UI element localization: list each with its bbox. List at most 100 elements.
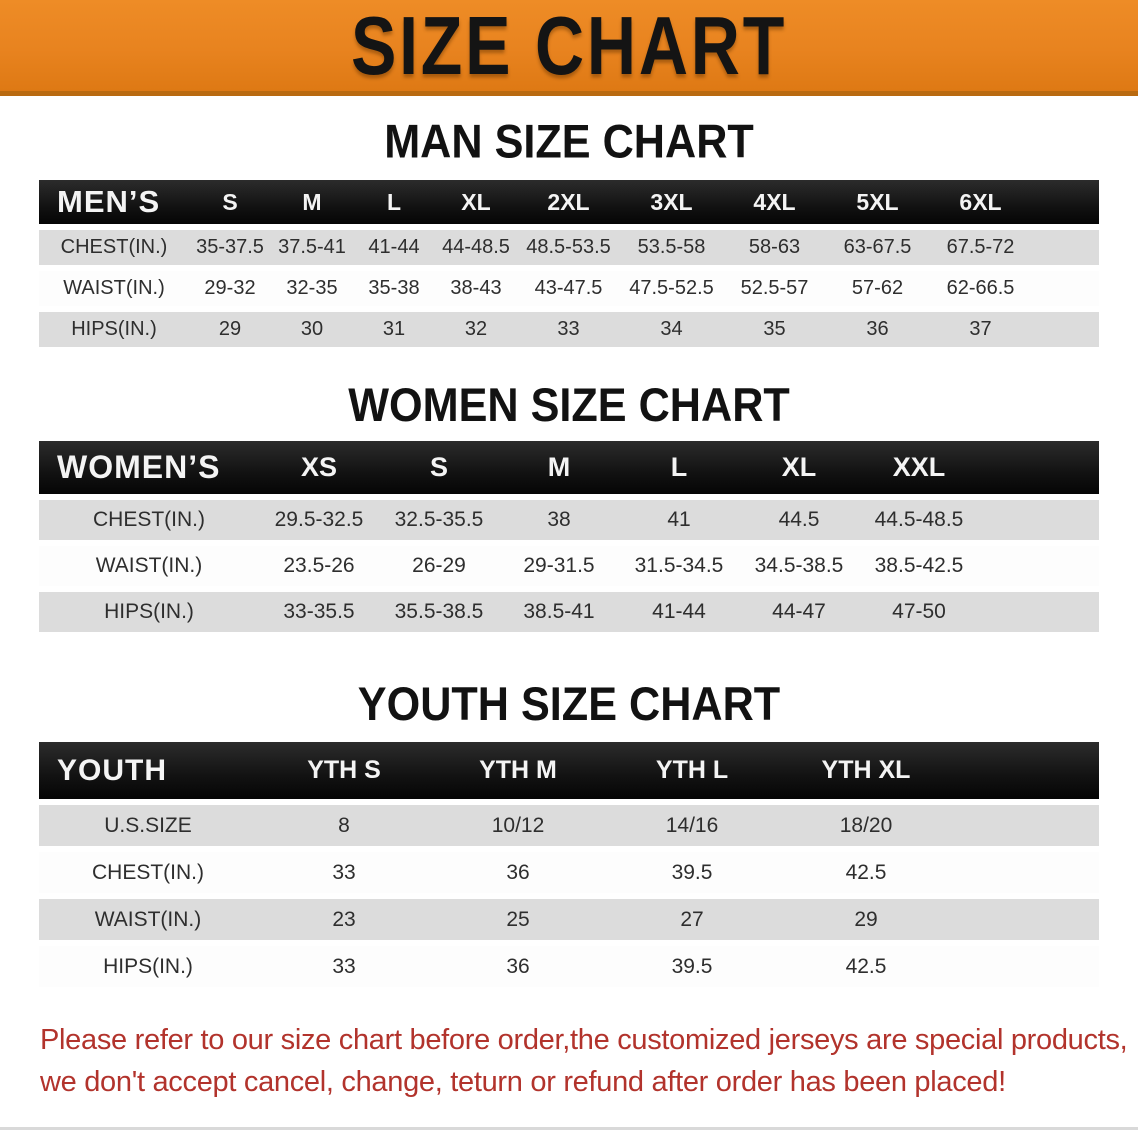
cell: 35.5-38.5: [379, 592, 499, 632]
row-label: U.S.SIZE: [39, 805, 257, 846]
cell: 29.5-32.5: [259, 500, 379, 540]
cell: 14/16: [605, 805, 779, 846]
men-size-table: MEN’S S M L XL 2XL 3XL 4XL 5XL 6XL CHEST…: [39, 174, 1099, 353]
table-row: WAIST(IN.) 23.5-26 26-29 29-31.5 31.5-34…: [39, 546, 1099, 586]
cell: 44-47: [739, 592, 859, 632]
cell: 63-67.5: [826, 230, 929, 265]
row-label: HIPS(IN.): [39, 312, 189, 347]
spacer-cell: [979, 441, 1099, 494]
cell: 36: [431, 852, 605, 893]
table-row: HIPS(IN.) 33 36 39.5 42.5: [39, 946, 1099, 987]
cell: 38: [499, 500, 619, 540]
cell: 41-44: [353, 230, 435, 265]
men-col-header: 4XL: [723, 180, 826, 224]
row-label: HIPS(IN.): [39, 592, 259, 632]
youth-header-row: YOUTH YTH S YTH M YTH L YTH XL: [39, 742, 1099, 799]
cell: 37.5-41: [271, 230, 353, 265]
table-row: CHEST(IN.) 35-37.5 37.5-41 41-44 44-48.5…: [39, 230, 1099, 265]
youth-col-header: YTH XL: [779, 742, 953, 799]
disclaimer-line-2: we don't accept cancel, change, teturn o…: [40, 1066, 1006, 1098]
cell: 36: [431, 946, 605, 987]
spacer-cell: [1032, 230, 1099, 265]
disclaimer-line-1: Please refer to our size chart before or…: [40, 1024, 1128, 1056]
cell: 43-47.5: [517, 271, 620, 306]
men-col-header: 5XL: [826, 180, 929, 224]
spacer-cell: [979, 546, 1099, 586]
cell: 18/20: [779, 805, 953, 846]
cell: 44.5: [739, 500, 859, 540]
cell: 29-32: [189, 271, 271, 306]
cell: 67.5-72: [929, 230, 1032, 265]
cell: 44-48.5: [435, 230, 517, 265]
row-label: WAIST(IN.): [39, 546, 259, 586]
cell: 25: [431, 899, 605, 940]
women-section-heading: WOMEN SIZE CHART: [348, 377, 790, 432]
cell: 47-50: [859, 592, 979, 632]
men-col-header: L: [353, 180, 435, 224]
cell: 33: [517, 312, 620, 347]
cell: 30: [271, 312, 353, 347]
table-row: U.S.SIZE 8 10/12 14/16 18/20: [39, 805, 1099, 846]
cell: 52.5-57: [723, 271, 826, 306]
spacer-cell: [953, 852, 1099, 893]
cell: 31.5-34.5: [619, 546, 739, 586]
cell: 53.5-58: [620, 230, 723, 265]
cell: 10/12: [431, 805, 605, 846]
men-col-header: 2XL: [517, 180, 620, 224]
spacer-cell: [953, 805, 1099, 846]
women-size-table: WOMEN’S XS S M L XL XXL CHEST(IN.) 29.5-…: [39, 435, 1099, 638]
page-title: SIZE CHART: [350, 0, 788, 92]
cell: 58-63: [723, 230, 826, 265]
cell: 32.5-35.5: [379, 500, 499, 540]
cell: 47.5-52.5: [620, 271, 723, 306]
cell: 29: [779, 899, 953, 940]
cell: 57-62: [826, 271, 929, 306]
cell: 23.5-26: [259, 546, 379, 586]
cell: 38.5-42.5: [859, 546, 979, 586]
row-label: WAIST(IN.): [39, 271, 189, 306]
women-col-header: L: [619, 441, 739, 494]
youth-section-heading: YOUTH SIZE CHART: [357, 676, 781, 731]
women-col-header: M: [499, 441, 619, 494]
cell: 29-31.5: [499, 546, 619, 586]
cell: 38-43: [435, 271, 517, 306]
cell: 32: [435, 312, 517, 347]
cell: 41-44: [619, 592, 739, 632]
cell: 34.5-38.5: [739, 546, 859, 586]
title-banner: SIZE CHART: [0, 0, 1138, 96]
cell: 42.5: [779, 852, 953, 893]
cell: 35-37.5: [189, 230, 271, 265]
cell: 33: [257, 946, 431, 987]
cell: 34: [620, 312, 723, 347]
men-col-header: 3XL: [620, 180, 723, 224]
row-label: CHEST(IN.): [39, 230, 189, 265]
cell: 31: [353, 312, 435, 347]
table-row: WAIST(IN.) 29-32 32-35 35-38 38-43 43-47…: [39, 271, 1099, 306]
women-col-header: XS: [259, 441, 379, 494]
row-label: CHEST(IN.): [39, 500, 259, 540]
cell: 36: [826, 312, 929, 347]
row-label: CHEST(IN.): [39, 852, 257, 893]
women-col-header: S: [379, 441, 499, 494]
cell: 26-29: [379, 546, 499, 586]
women-header-row: WOMEN’S XS S M L XL XXL: [39, 441, 1099, 494]
cell: 35-38: [353, 271, 435, 306]
youth-col-header: YTH L: [605, 742, 779, 799]
men-col-header: S: [189, 180, 271, 224]
table-row: HIPS(IN.) 29 30 31 32 33 34 35 36 37: [39, 312, 1099, 347]
cell: 29: [189, 312, 271, 347]
table-row: WAIST(IN.) 23 25 27 29: [39, 899, 1099, 940]
spacer-cell: [1032, 180, 1099, 224]
spacer-cell: [953, 899, 1099, 940]
youth-col-header: YTH M: [431, 742, 605, 799]
spacer-cell: [979, 500, 1099, 540]
disclaimer: Please refer to our size chart before or…: [40, 1019, 1128, 1103]
men-col-header: XL: [435, 180, 517, 224]
bottom-edge-strip: [0, 1127, 1138, 1130]
women-col-header: XXL: [859, 441, 979, 494]
cell: 62-66.5: [929, 271, 1032, 306]
cell: 32-35: [271, 271, 353, 306]
youth-corner-label: YOUTH: [39, 742, 257, 799]
cell: 44.5-48.5: [859, 500, 979, 540]
women-col-header: XL: [739, 441, 859, 494]
